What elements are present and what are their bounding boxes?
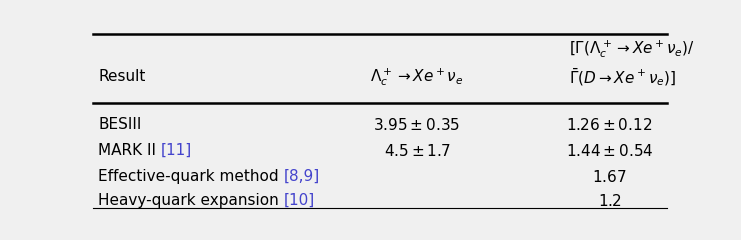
- Text: $4.5 \pm 1.7$: $4.5 \pm 1.7$: [384, 143, 451, 159]
- Text: $1.2$: $1.2$: [597, 193, 622, 209]
- Text: $\bar{\Gamma}(D \to Xe^+\nu_e)]$: $\bar{\Gamma}(D \to Xe^+\nu_e)]$: [569, 66, 677, 88]
- Text: Heavy-quark expansion: Heavy-quark expansion: [99, 193, 284, 208]
- Text: [10]: [10]: [284, 193, 315, 208]
- Text: BESIII: BESIII: [99, 117, 142, 132]
- Text: [8,9]: [8,9]: [284, 169, 320, 184]
- Text: $3.95 \pm 0.35$: $3.95 \pm 0.35$: [373, 117, 461, 133]
- Text: [11]: [11]: [162, 143, 193, 158]
- Text: $1.67$: $1.67$: [592, 169, 627, 185]
- Text: MARK II: MARK II: [99, 143, 162, 158]
- Text: $1.26 \pm 0.12$: $1.26 \pm 0.12$: [566, 117, 653, 133]
- Text: Effective-quark method: Effective-quark method: [99, 169, 284, 184]
- Text: $1.44 \pm 0.54$: $1.44 \pm 0.54$: [565, 143, 654, 159]
- Text: $\Lambda_c^+ \to Xe^+\nu_e$: $\Lambda_c^+ \to Xe^+\nu_e$: [370, 66, 464, 88]
- Text: Result: Result: [99, 69, 146, 84]
- Text: $[\Gamma(\Lambda_c^+ \to Xe^+\nu_e)/$: $[\Gamma(\Lambda_c^+ \to Xe^+\nu_e)/$: [569, 38, 695, 60]
